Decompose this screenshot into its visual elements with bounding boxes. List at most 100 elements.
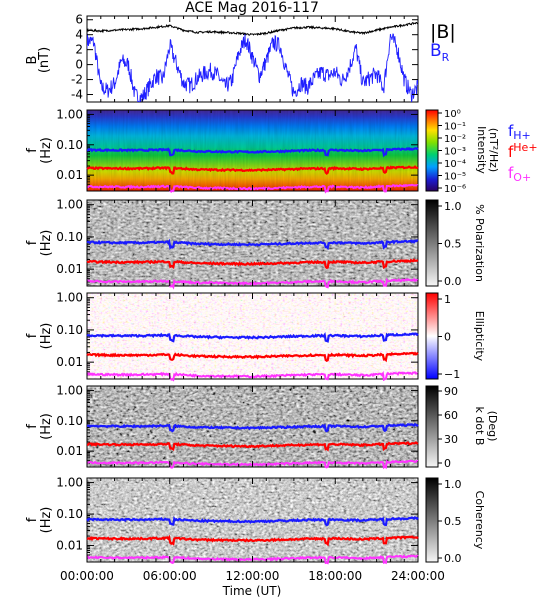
time-tick-label: 00:00:00 — [60, 569, 114, 583]
intensity-ytick-label: 1.00 — [56, 107, 83, 121]
kdotb-ytick-label: 0.01 — [56, 444, 83, 458]
time-tick-label: 12:00:00 — [226, 569, 280, 583]
ellipticity-ytick-label: 0.10 — [56, 323, 83, 337]
intensity-cb-tick-label: 10⁻¹ — [444, 122, 466, 133]
legend-fHe-sup: He+ — [513, 141, 537, 154]
intensity-cb-tick-label: 10⁰ — [444, 109, 461, 120]
field-ytick-label: 0 — [75, 58, 83, 72]
kdotb-cb-tick-label: 30 — [444, 433, 458, 446]
time-tick-label: 06:00:00 — [143, 569, 197, 583]
coherency-fhe-curve — [86, 534, 419, 547]
intensity-colorbar-ticks: 10⁰ 10⁻¹10⁻² 10⁻³10⁻⁴ 10⁻⁵10⁻⁶ — [438, 109, 466, 195]
chart-title: ACE Mag 2016-117 — [185, 0, 319, 16]
field-ytick-label: 2 — [75, 43, 83, 57]
kdotb-cb-tick-label: 90 — [444, 385, 458, 398]
field-ylabel: B — [25, 56, 40, 65]
polarization-yunit: (Hz) — [39, 230, 54, 257]
legend-fH: fH+ — [508, 122, 531, 142]
br-line — [87, 32, 418, 102]
intensity-ytick-label: 0.10 — [56, 138, 83, 152]
ellipticity-cb-label: Ellipticity — [473, 311, 486, 362]
ellipticity-colorbar-ticks: 1 0 −1 — [438, 293, 460, 381]
intensity-colorbar — [425, 109, 439, 192]
ellipticity-ytick-label: 1.00 — [56, 291, 83, 305]
polarization-cb-tick-label: 0.0 — [444, 275, 462, 288]
coherency-fh-curve — [86, 516, 419, 527]
legend-bmag: |B| — [430, 21, 456, 43]
polarization-fh-curve — [86, 238, 419, 251]
intensity-cb-unit: (nT²/Hz) — [487, 128, 500, 172]
kdotb-cb-tick-label: 60 — [444, 409, 458, 422]
legend-fHe: fHe+ — [508, 141, 538, 161]
ellipticity-cb-tick-label: 1 — [444, 293, 451, 306]
field-yunit: (nT) — [37, 47, 52, 73]
ellipticity-fhe-curve — [86, 351, 419, 363]
kdotb-colorbar — [425, 385, 439, 468]
legend-fH-sup: H+ — [513, 129, 531, 142]
ellipticity-yunit: (Hz) — [39, 323, 54, 350]
polarization-ylabel: f — [25, 240, 40, 245]
polarization-colorbar-ticks: 1.0 0.5 0.0 — [438, 200, 462, 288]
kdotb-ytick-label: 1.00 — [56, 383, 83, 397]
intensity-ytick-label: 0.01 — [56, 168, 83, 182]
intensity-cb-tick-label: 10⁻² — [444, 134, 466, 145]
polarization-ytick-label: 0.10 — [56, 230, 83, 244]
kdotb-cb-unit: (Deg) — [486, 411, 499, 442]
legend-br-main: B — [430, 41, 442, 61]
coherency-cb-tick-label: 1.0 — [444, 478, 462, 491]
polarization-fhe-curve — [86, 258, 419, 270]
legend-fH-f: f — [508, 122, 514, 140]
time-tick-label: 24:00:00 — [391, 569, 445, 583]
coherency-ytick-label: 0.10 — [56, 507, 83, 521]
legend-br-sub: R — [442, 51, 450, 64]
ellipticity-ytick-label: 0.01 — [56, 355, 83, 369]
intensity-panel: 10⁰ 10⁻¹10⁻² 10⁻³10⁻⁴ 10⁻⁵10⁻⁶ Intensity (n… — [86, 109, 538, 195]
kdotb-fhe-curve — [86, 441, 419, 452]
kdotb-yunit: (Hz) — [39, 413, 54, 440]
coherency-colorbar — [425, 477, 439, 563]
x-axis-label: Time (UT) — [222, 584, 282, 598]
coherency-ylabel: f — [25, 517, 40, 522]
kdotb-cb-label: k dot B — [473, 407, 486, 446]
frequency-axes: f (Hz)1.000.100.01f (Hz)1.000.100.01f (Hz)1… — [25, 107, 418, 563]
ellipticity-cb-tick-label: −1 — [444, 368, 460, 381]
coherency-ytick-label: 0.01 — [56, 539, 83, 553]
intensity-cb-tick-label: 10⁻⁶ — [444, 184, 466, 195]
coherency-colorbar-ticks: 1.0 0.5 0.0 — [438, 478, 462, 565]
polarization-cb-tick-label: 1.0 — [444, 200, 462, 213]
polarization-ytick-label: 0.01 — [56, 262, 83, 276]
intensity-cb-tick-label: 10⁻⁴ — [444, 159, 466, 170]
legend-fO-f: f — [508, 164, 514, 182]
coherency-ytick-label: 1.00 — [56, 476, 83, 490]
field-lines — [87, 22, 418, 102]
gyrofreq-legend: fH+ fHe+ fO+ — [508, 122, 538, 184]
polarization-ytick-label: 1.00 — [56, 198, 83, 212]
polarization-colorbar — [425, 199, 439, 287]
intensity-fh-curve — [87, 146, 419, 158]
kdotb-colorbar-ticks: 90 60 30 0 — [438, 385, 458, 470]
intensity-fhe-curve — [86, 165, 419, 175]
bmag-line — [87, 22, 418, 36]
field-ytick-label: -2 — [71, 73, 83, 87]
legend-br: BR — [430, 41, 450, 64]
kdotb-cb-tick-label: 0 — [444, 457, 451, 470]
gyrofrequency-curves — [86, 146, 419, 565]
polarization-cb-label: % Polarization — [473, 204, 486, 282]
intensity-ylabel: f — [25, 148, 40, 153]
field-ytick-label: -4 — [71, 88, 83, 102]
coherency-cb-tick-label: 0.5 — [444, 515, 462, 528]
intensity-cb-tick-label: 10⁻³ — [444, 147, 466, 158]
ellipticity-ylabel: f — [25, 333, 40, 338]
legend-fO: fO+ — [508, 164, 531, 184]
coherency-cb-label: Coherency — [473, 491, 486, 550]
polarization-cb-tick-label: 0.5 — [444, 238, 462, 251]
intensity-cb-label: Intensity — [475, 126, 488, 174]
kdotb-ylabel: f — [25, 424, 40, 429]
legend-fHe-f: f — [508, 143, 514, 161]
time-tick-label: 18:00:00 — [308, 569, 362, 583]
time-axis-ticks: 00:00:00 06:00:00 12:00:00 18:00:00 24:00:00 — [60, 16, 445, 583]
kdotb-fh-curve — [87, 422, 419, 433]
ellipticity-fh-curve — [86, 332, 419, 343]
